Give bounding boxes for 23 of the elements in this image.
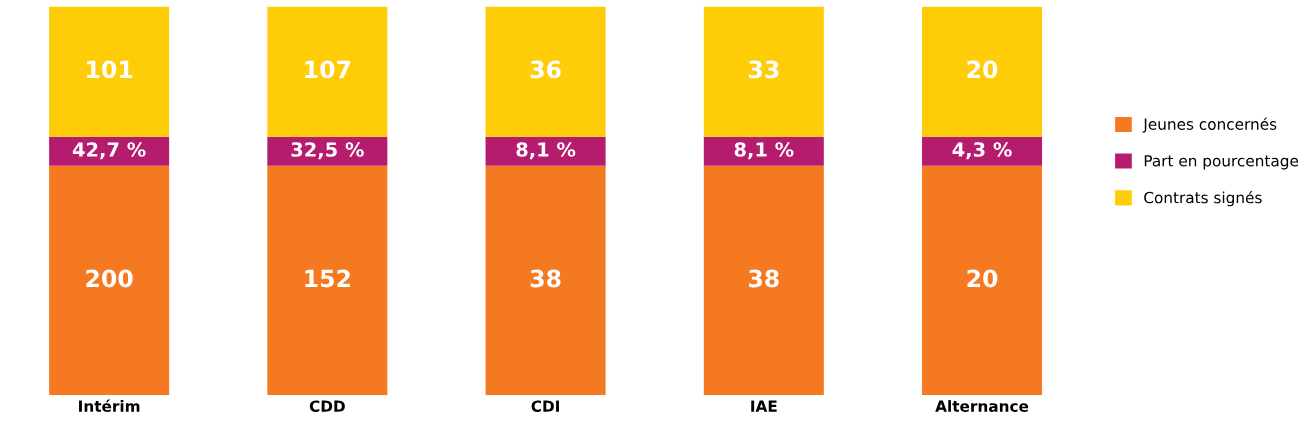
- data-label: 33: [748, 60, 779, 79]
- data-label: 152: [305, 269, 350, 288]
- data-label: 42,7 %: [72, 142, 146, 160]
- legend-label: Contrats signés: [1144, 190, 1262, 207]
- data-label: 32,5 %: [291, 142, 364, 160]
- data-label: 8,1 %: [516, 142, 576, 160]
- legend-label: Jeunes concernés: [1142, 117, 1277, 133]
- data-label: 8,1 %: [734, 142, 794, 160]
- data-label: 36: [530, 60, 561, 79]
- data-label: 4,3 %: [952, 142, 1012, 160]
- category-label: Intérim: [79, 399, 140, 412]
- data-label: 20: [967, 60, 998, 79]
- data-label: 107: [305, 60, 351, 79]
- category-label: CDD: [309, 400, 345, 412]
- data-label: 200: [86, 269, 133, 288]
- data-label: 38: [748, 269, 779, 288]
- data-label: 20: [967, 269, 998, 288]
- data-label: 38: [530, 269, 561, 288]
- legend-label: Part en pourcentage: [1144, 155, 1299, 170]
- category-label: CDI: [531, 400, 559, 412]
- category-label: Alternance: [935, 400, 1029, 412]
- data-label: 101: [87, 60, 133, 79]
- category-label: IAE: [751, 400, 777, 412]
